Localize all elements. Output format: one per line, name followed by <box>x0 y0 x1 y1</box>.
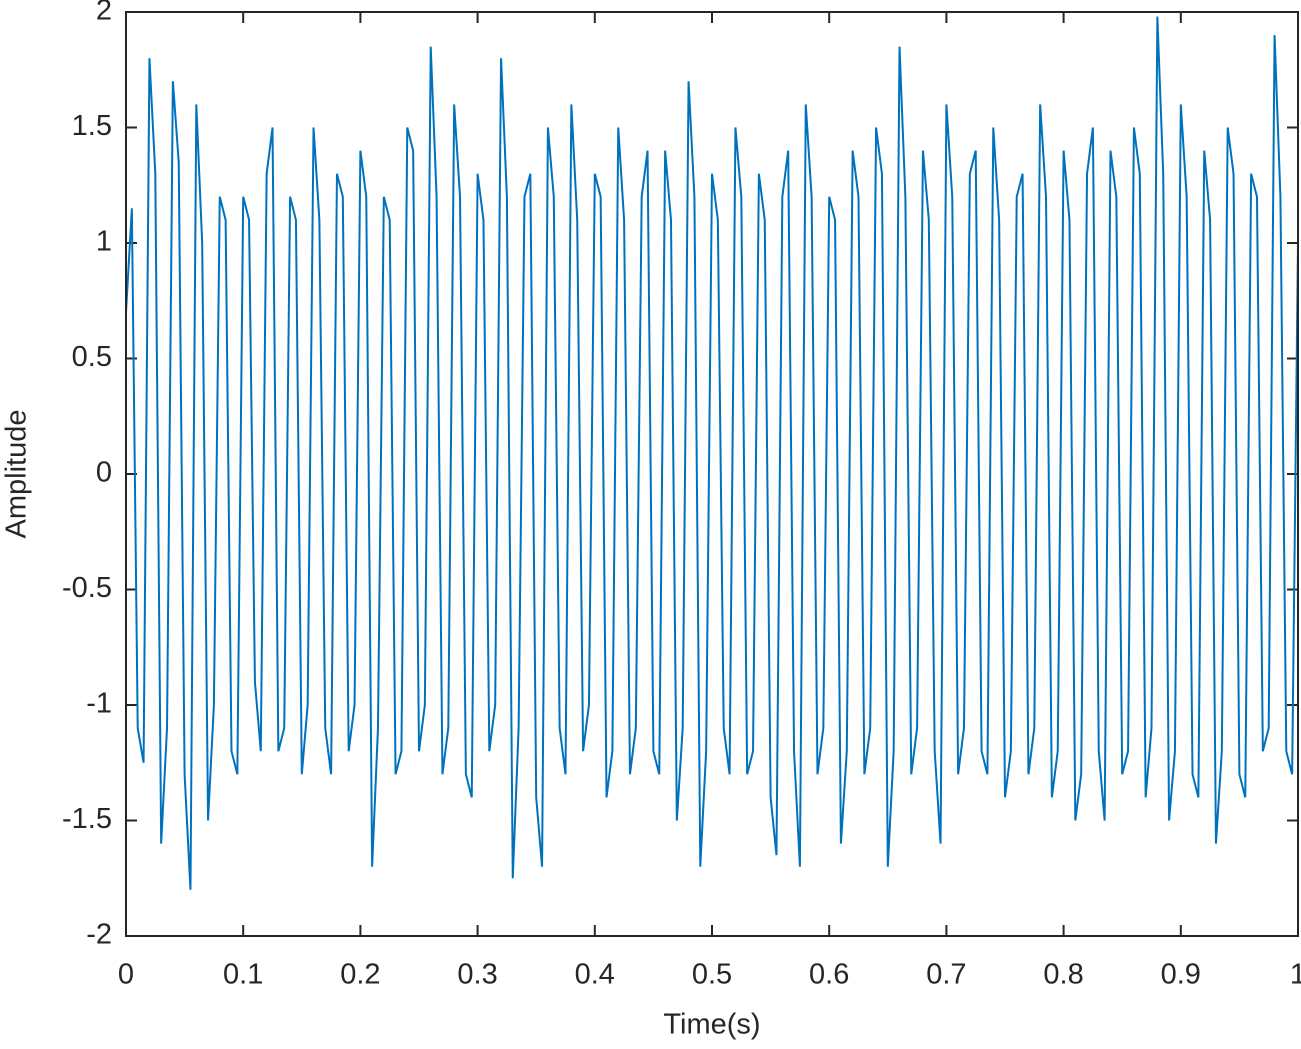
y-tick-label: -0.5 <box>62 572 112 604</box>
x-tick-label: 0.1 <box>223 959 263 991</box>
y-tick-label: 0.5 <box>72 341 112 373</box>
y-axis-label: Amplitude <box>1 410 33 539</box>
y-tick-label: -1.5 <box>62 803 112 835</box>
plot-area <box>125 16 1299 890</box>
y-tick-label: -2 <box>86 919 112 951</box>
data-line <box>125 16 1299 890</box>
x-tick-label: 0.7 <box>926 959 966 991</box>
x-tick-label: 0.3 <box>457 959 497 991</box>
x-tick-label: 0.5 <box>692 959 732 991</box>
y-tick-label: 0 <box>96 457 112 489</box>
x-tick-label: 0 <box>118 959 134 991</box>
x-tick-label: 1 <box>1290 959 1301 991</box>
axes-box <box>125 11 1299 937</box>
axes <box>125 11 1299 937</box>
y-tick-label: 1.5 <box>72 110 112 142</box>
y-tick-label: 1 <box>96 226 112 258</box>
x-tick-label: 0.9 <box>1161 959 1201 991</box>
y-tick-label: -1 <box>86 688 112 720</box>
y-tick-label: 2 <box>96 0 112 27</box>
x-tick-label: 0.4 <box>575 959 615 991</box>
x-tick-label: 0.6 <box>809 959 849 991</box>
x-tick-label: 0.8 <box>1043 959 1083 991</box>
x-tick-label: 0.2 <box>340 959 380 991</box>
x-axis-label: Time(s) <box>663 1009 760 1041</box>
